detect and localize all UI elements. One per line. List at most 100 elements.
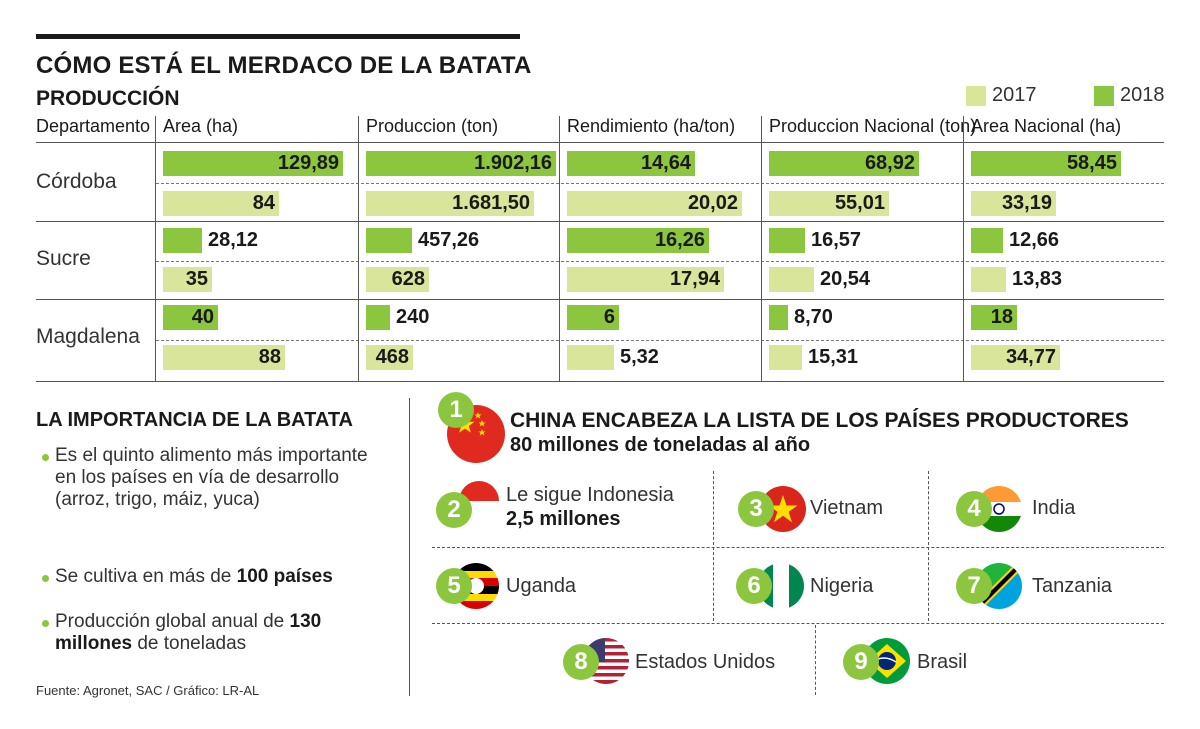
bar-value-label: 8,70: [794, 306, 833, 328]
bar-value-label: 58,45: [1066, 152, 1117, 174]
importance-bullet-2: Se cultiva en más de 100 países: [55, 566, 395, 588]
importance-bullet-1: Es el quinto alimento más importante en …: [55, 445, 368, 510]
bullet-3-text: Producción global anual de: [55, 611, 290, 632]
title-rule: [36, 34, 520, 39]
column-header-area: Area (ha): [163, 116, 239, 136]
bar-value-label: 84: [252, 192, 275, 214]
country-vietnam: Vietnam: [810, 497, 884, 519]
countries-dashed-vline: [713, 471, 714, 621]
row-dashed-divider: [156, 261, 1164, 262]
bar-produccion-ton--2018-magdalena: [366, 305, 390, 330]
bar-area-nacional-ha--2018-magdalena: [971, 305, 1017, 330]
bar-value-label: 14,64: [640, 152, 691, 174]
country-tanzania: Tanzania: [1032, 575, 1113, 597]
bar-produccion-nacional-ton--2018-sucre: [769, 228, 805, 253]
legend-2017: 2017: [966, 84, 1037, 107]
bar-value-label: 16,57: [811, 229, 862, 251]
legend-label-2018: 2018: [1120, 84, 1165, 106]
column-divider: [559, 116, 560, 381]
bar-value-label: 1.681,50: [452, 192, 530, 214]
column-header-produccion-nacional: Produccion Nacional (ton): [769, 116, 977, 136]
bar-area-ha--2018-magdalena: [163, 305, 218, 330]
bullet-2-bold: 100 países: [236, 566, 333, 587]
country-brasil: Brasil: [917, 651, 968, 673]
bar-produccion-ton--2017-crdoba: [366, 191, 534, 216]
column-header-area-nacional: Area Nacional (ha): [971, 116, 1122, 136]
bar-value-label: 5,32: [620, 346, 659, 368]
bar-rendimiento-ha-ton--2018-crdoba: [567, 151, 695, 176]
bar-value-label: 20,54: [820, 268, 871, 290]
source-note: Fuente: Agronet, SAC / Gráfico: LR-AL: [36, 683, 260, 698]
dept-label-cordoba: Córdoba: [36, 170, 117, 193]
bullet-dot: [42, 620, 49, 627]
bar-value-label: 16,26: [654, 229, 705, 251]
bar-value-label: 457,26: [418, 229, 480, 251]
importance-title: LA IMPORTANCIA DE LA BATATA: [36, 409, 353, 431]
bar-value-label: 468: [375, 346, 409, 368]
bar-area-ha--2017-crdoba: [163, 191, 279, 216]
row-divider: [36, 221, 1164, 222]
country-indonesia-value: 2,5 millones: [506, 508, 621, 530]
chart-title: CÓMO ESTÁ EL MERDACO DE LA BATATA: [36, 52, 532, 79]
bar-value-label: 15,31: [808, 346, 859, 368]
rank-badge: 2: [436, 492, 472, 528]
uganda-flag-icon: [453, 563, 499, 609]
column-header-rendimiento: Rendimiento (ha/ton): [567, 116, 736, 136]
bar-area-ha--2018-sucre: [163, 228, 202, 253]
dept-label-sucre: Sucre: [36, 247, 91, 270]
bullet-dot: [42, 454, 49, 461]
row-divider: [36, 299, 1164, 300]
bar-value-label: 6: [603, 306, 615, 328]
bar-value-label: 28,12: [208, 229, 259, 251]
bar-value-label: 13,83: [1012, 268, 1063, 290]
legend-2018: 2018: [1094, 84, 1165, 107]
bar-rendimiento-ha-ton--2017-sucre: [567, 267, 724, 292]
bar-value-label: 35: [185, 268, 208, 290]
bar-value-label: 129,89: [277, 152, 339, 174]
bar-produccion-nacional-ton--2017-crdoba: [769, 191, 889, 216]
column-divider: [963, 116, 964, 381]
bar-value-label: 18: [990, 306, 1013, 328]
bar-produccion-ton--2017-sucre: [366, 267, 429, 292]
bar-area-nacional-ha--2017-magdalena: [971, 345, 1060, 370]
bar-value-label: 240: [396, 306, 430, 328]
bar-value-label: 628: [391, 268, 425, 290]
bar-value-label: 68,92: [864, 152, 915, 174]
rank-badge: 8: [563, 644, 599, 680]
rank-badge: 1: [438, 392, 474, 428]
dept-label-magdalena: Magdalena: [36, 325, 140, 348]
bullet-2-text: Se cultiva en más de: [55, 566, 237, 587]
legend-label-2017: 2017: [992, 84, 1037, 106]
bullet-3-bold: 130 millones: [55, 611, 322, 654]
countries-dashed-divider: [432, 547, 1164, 548]
bar-value-label: 33,19: [1001, 192, 1052, 214]
countries-subline: 80 millones de toneladas al año: [510, 434, 811, 456]
rank-badge: 7: [956, 568, 992, 604]
bar-value-label: 40: [191, 306, 214, 328]
bar-area-nacional-ha--2018-sucre: [971, 228, 1003, 253]
bar-value-label: 20,02: [687, 192, 738, 214]
bullet-dot: [42, 575, 49, 582]
column-divider: [358, 116, 359, 381]
rank-badge: 9: [843, 644, 879, 680]
countries-dashed-vline: [928, 471, 929, 621]
bar-value-label: 1.902,16: [474, 152, 552, 174]
legend-swatch-2017: [966, 85, 986, 106]
countries-headline: CHINA ENCABEZA LA LISTA DE LOS PAÍSES PR…: [510, 409, 1129, 432]
country-uganda: Uganda: [506, 575, 577, 597]
bar-produccion-ton--2017-magdalena: [366, 345, 413, 370]
chart-subtitle: PRODUCCIÓN: [36, 87, 180, 110]
bar-rendimiento-ha-ton--2018-sucre: [567, 228, 709, 253]
rank-badge: 6: [736, 568, 772, 604]
column-divider: [761, 116, 762, 381]
country-indonesia-text: Le sigue Indonesia: [506, 484, 674, 506]
importance-bullet-3: Producción global anual de 130 millones …: [55, 611, 355, 655]
bar-produccion-nacional-ton--2018-magdalena: [769, 305, 788, 330]
column-divider: [155, 116, 156, 381]
bar-area-ha--2017-magdalena: [163, 345, 285, 370]
bar-area-ha--2017-sucre: [163, 267, 212, 292]
bar-value-label: 12,66: [1009, 229, 1060, 251]
bar-produccion-nacional-ton--2018-crdoba: [769, 151, 919, 176]
bar-produccion-ton--2018-crdoba: [366, 151, 556, 176]
